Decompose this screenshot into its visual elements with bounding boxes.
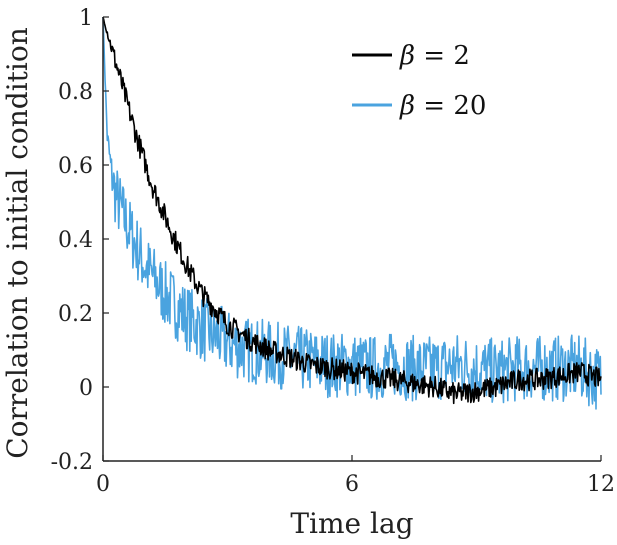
legend-label-beta-2: β = 2 — [399, 41, 470, 71]
y-axis-title: Correlation to initial condition — [1, 27, 34, 459]
y-tick-label: 1 — [79, 6, 93, 31]
x-tick-label: 12 — [587, 472, 615, 497]
y-tick-label: -0.2 — [51, 450, 93, 475]
y-tick-label: 0.4 — [58, 228, 93, 253]
legend-label-beta-20: β = 20 — [399, 91, 486, 121]
tick-labels: 0 6 12-0.200.20.40.60.81 — [51, 6, 615, 497]
axes — [102, 16, 602, 462]
series-line-beta-2 — [102, 16, 602, 405]
y-tick-label: 0.8 — [58, 80, 93, 105]
y-tick-label: 0 — [79, 376, 93, 401]
series-lines — [102, 16, 602, 410]
y-tick-label: 0.2 — [58, 302, 93, 327]
x-tick-label: 6 — [345, 472, 359, 497]
series-line-beta-20 — [102, 16, 602, 410]
x-axis-title: Time lag — [290, 507, 413, 540]
x-tick-label: 0 — [96, 472, 110, 497]
legend: β = 2 β = 20 — [352, 41, 486, 121]
y-tick-label: 0.6 — [58, 154, 93, 179]
